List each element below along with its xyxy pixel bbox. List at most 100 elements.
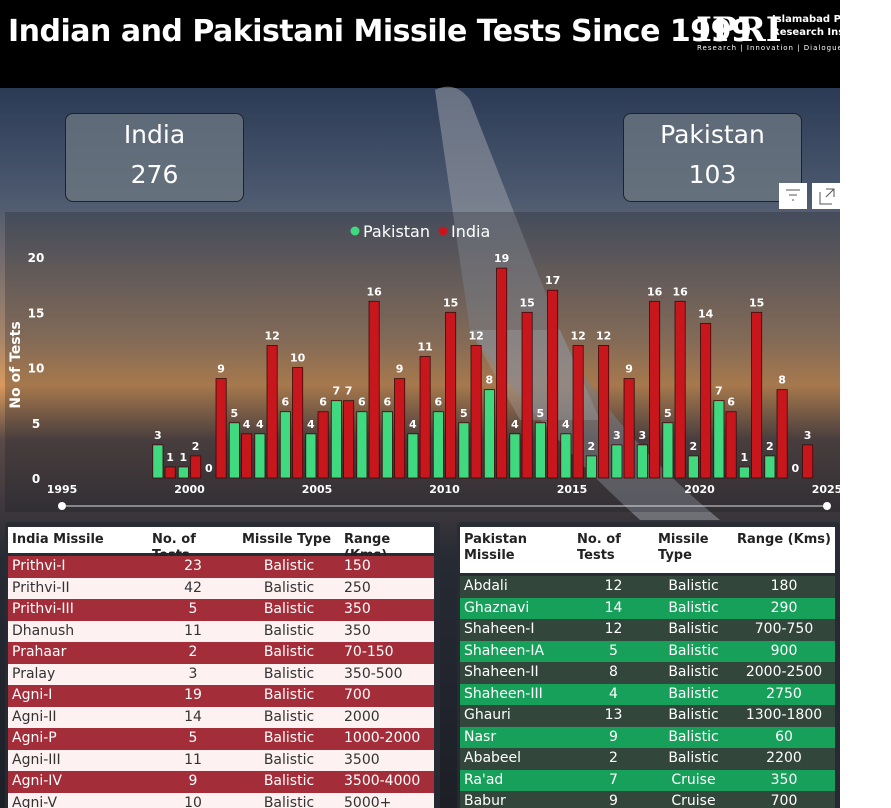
table-cell: Balistic [263,622,315,639]
focus-icon [819,188,835,205]
bar [432,411,444,479]
table-cell: 350-500 [344,665,403,682]
column-header: Missile Type [242,532,332,547]
data-label: 7 [345,385,353,398]
table-cell: Prithvi-III [12,601,74,617]
table-cell: Prahaar [12,644,67,660]
bar [164,466,176,479]
slider-handle[interactable] [823,502,831,510]
table-cell: 14 [184,708,202,725]
table-cell: 3 [188,665,198,682]
table-row [460,705,835,727]
table-cell: Agni-III [12,751,61,768]
bar [751,311,763,479]
bar [534,422,546,479]
column-header: No. of Tests [577,532,621,563]
table-cell: Agni-V [12,794,58,808]
table-cell: 1000-2000 [344,730,421,746]
table-cell: 9 [188,773,198,789]
table-cell: 10 [184,794,202,808]
column-header: Missile Type [658,532,709,563]
data-label: 0 [205,462,213,475]
table-cell: Ra'ad [464,771,504,788]
data-label: 12 [596,329,611,342]
table-row [460,769,835,791]
bar [725,411,737,479]
kpi-value: 103 [688,160,737,189]
legend-label: Pakistan [363,222,430,241]
bar [662,422,674,479]
data-label: 2 [766,440,774,453]
data-label: 3 [154,429,162,442]
kpi-value: 276 [130,160,179,189]
data-label: 6 [435,396,443,409]
table-row [460,791,835,808]
bar [190,455,202,479]
table-cell: Balistic [668,578,719,594]
table-cell: Babur [464,793,506,808]
bar [674,300,686,479]
bar [687,455,699,479]
table-row [460,662,835,684]
table-cell: Shaheen-III [464,685,543,702]
table-cell: 290 [770,599,798,616]
filter-button[interactable] [779,183,807,209]
title: Indian and Pakistani Missile Tests Since… [8,14,752,49]
table-cell: 7 [609,771,618,788]
bar [394,378,406,479]
table-cell: Balistic [668,664,719,680]
x-tick-label: 2000 [174,483,205,496]
table-cell: Balistic [263,601,315,617]
table-cell: Balistic [668,750,719,766]
filter-icon [786,189,800,201]
kpi-label: Pakistan [660,120,765,149]
table-cell: 13 [604,707,623,723]
x-tick-label: 2005 [302,483,333,496]
bar [254,433,266,479]
table-cell: Balistic [263,644,315,660]
table-cell: 3500 [344,751,380,768]
table-cell: Ababeel [464,750,522,766]
table-cell: 70-150 [344,644,394,660]
table-cell: Agni-P [12,730,57,746]
bar [305,433,317,479]
bar [419,356,431,479]
table-cell: 2 [188,644,198,660]
table-cell: Dhanush [12,622,75,639]
data-label: 16 [647,285,663,298]
bar [445,311,457,479]
table-cell: 11 [184,751,202,768]
legend-label: India [451,222,490,241]
table-cell: 12 [604,578,623,594]
bar [483,389,495,479]
table-cell: 700-750 [754,621,814,637]
data-label: 4 [511,418,519,431]
bar [177,466,189,479]
data-label: 3 [613,429,621,442]
table-cell: Pralay [12,665,56,682]
table-cell: 60 [775,728,793,745]
bar [292,367,304,479]
table-cell: Balistic [263,579,315,596]
table-cell: Shaheen-IA [464,642,545,659]
table-cell: Shaheen-I [464,621,535,637]
data-label: 6 [727,396,735,409]
table-cell: 23 [184,558,202,574]
table-row [460,683,835,705]
table-cell: Balistic [263,751,315,768]
table-row [8,642,434,664]
data-label: 1 [166,451,174,464]
focus-button[interactable] [812,183,840,209]
table-cell: 42 [184,579,202,596]
data-label: 11 [417,341,432,354]
table-cell: 350 [344,601,371,617]
data-label: 6 [384,396,392,409]
data-label: 15 [443,296,458,309]
table-cell: 19 [184,687,202,703]
table-cell: 250 [344,579,371,596]
bar [330,400,342,479]
slider-handle[interactable] [58,502,66,510]
table-cell: Balistic [668,707,719,723]
bar [356,411,368,479]
